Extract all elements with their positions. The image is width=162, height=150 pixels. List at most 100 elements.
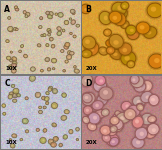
Ellipse shape	[14, 6, 18, 9]
Ellipse shape	[70, 9, 75, 13]
Ellipse shape	[43, 106, 46, 109]
Ellipse shape	[56, 138, 57, 139]
Ellipse shape	[49, 89, 50, 90]
Ellipse shape	[25, 96, 29, 100]
Ellipse shape	[111, 118, 124, 131]
Ellipse shape	[14, 58, 16, 60]
Ellipse shape	[9, 138, 12, 142]
Ellipse shape	[74, 68, 80, 74]
Ellipse shape	[80, 73, 94, 88]
Ellipse shape	[51, 44, 55, 48]
Ellipse shape	[98, 113, 101, 116]
Ellipse shape	[74, 36, 75, 37]
Ellipse shape	[113, 119, 117, 122]
Ellipse shape	[99, 124, 112, 136]
Ellipse shape	[103, 28, 112, 37]
Ellipse shape	[110, 117, 119, 125]
Ellipse shape	[145, 95, 150, 99]
Ellipse shape	[32, 69, 34, 70]
Ellipse shape	[128, 112, 132, 116]
Ellipse shape	[107, 33, 125, 50]
Ellipse shape	[13, 65, 15, 66]
Ellipse shape	[126, 26, 134, 33]
Ellipse shape	[112, 128, 114, 130]
Ellipse shape	[132, 137, 144, 148]
Ellipse shape	[13, 88, 19, 94]
Ellipse shape	[107, 10, 123, 25]
Ellipse shape	[130, 75, 139, 84]
Ellipse shape	[81, 92, 93, 104]
Ellipse shape	[38, 25, 42, 29]
Ellipse shape	[40, 69, 43, 72]
Ellipse shape	[93, 116, 97, 120]
Ellipse shape	[59, 143, 63, 147]
Ellipse shape	[142, 126, 157, 140]
Ellipse shape	[123, 107, 137, 121]
Ellipse shape	[113, 40, 119, 45]
Ellipse shape	[59, 28, 60, 29]
Ellipse shape	[73, 35, 76, 38]
Ellipse shape	[116, 122, 120, 125]
Ellipse shape	[49, 37, 53, 41]
Ellipse shape	[17, 94, 20, 97]
Ellipse shape	[113, 16, 117, 20]
Ellipse shape	[20, 138, 23, 141]
Ellipse shape	[44, 96, 50, 102]
Ellipse shape	[136, 103, 145, 112]
Ellipse shape	[12, 92, 18, 98]
Ellipse shape	[87, 96, 92, 101]
Ellipse shape	[62, 69, 66, 72]
Ellipse shape	[70, 19, 71, 20]
Ellipse shape	[88, 113, 100, 124]
Ellipse shape	[13, 27, 17, 31]
Ellipse shape	[87, 122, 97, 131]
Ellipse shape	[64, 20, 69, 25]
Ellipse shape	[48, 138, 54, 145]
Ellipse shape	[14, 6, 18, 9]
Ellipse shape	[119, 43, 132, 55]
Ellipse shape	[1, 103, 6, 108]
Ellipse shape	[141, 113, 154, 125]
Ellipse shape	[146, 85, 150, 89]
Ellipse shape	[23, 10, 27, 14]
Ellipse shape	[3, 112, 6, 115]
Ellipse shape	[73, 13, 74, 14]
Ellipse shape	[56, 14, 57, 15]
Ellipse shape	[22, 118, 29, 124]
Ellipse shape	[116, 117, 120, 120]
Ellipse shape	[112, 113, 124, 124]
Ellipse shape	[128, 105, 140, 117]
Ellipse shape	[109, 34, 123, 48]
Ellipse shape	[149, 95, 158, 103]
Ellipse shape	[64, 109, 70, 114]
Ellipse shape	[68, 129, 74, 134]
Ellipse shape	[85, 110, 103, 126]
Ellipse shape	[52, 88, 58, 94]
Ellipse shape	[46, 44, 49, 47]
Ellipse shape	[116, 112, 131, 123]
Ellipse shape	[101, 49, 105, 52]
Ellipse shape	[99, 47, 108, 55]
Ellipse shape	[7, 16, 11, 20]
Ellipse shape	[140, 132, 144, 136]
Ellipse shape	[68, 57, 70, 58]
Ellipse shape	[110, 126, 117, 132]
Ellipse shape	[63, 134, 68, 140]
Ellipse shape	[11, 30, 12, 31]
Ellipse shape	[122, 48, 127, 52]
Ellipse shape	[98, 10, 113, 26]
Ellipse shape	[19, 50, 21, 53]
Ellipse shape	[77, 128, 78, 130]
Ellipse shape	[80, 91, 97, 107]
Ellipse shape	[10, 143, 16, 148]
Ellipse shape	[69, 52, 70, 54]
Ellipse shape	[51, 44, 55, 48]
Ellipse shape	[48, 12, 53, 16]
Ellipse shape	[55, 13, 58, 15]
Ellipse shape	[10, 59, 13, 62]
Ellipse shape	[22, 46, 23, 47]
Ellipse shape	[105, 39, 114, 48]
Ellipse shape	[46, 99, 47, 100]
Ellipse shape	[47, 28, 51, 32]
Ellipse shape	[101, 109, 109, 116]
